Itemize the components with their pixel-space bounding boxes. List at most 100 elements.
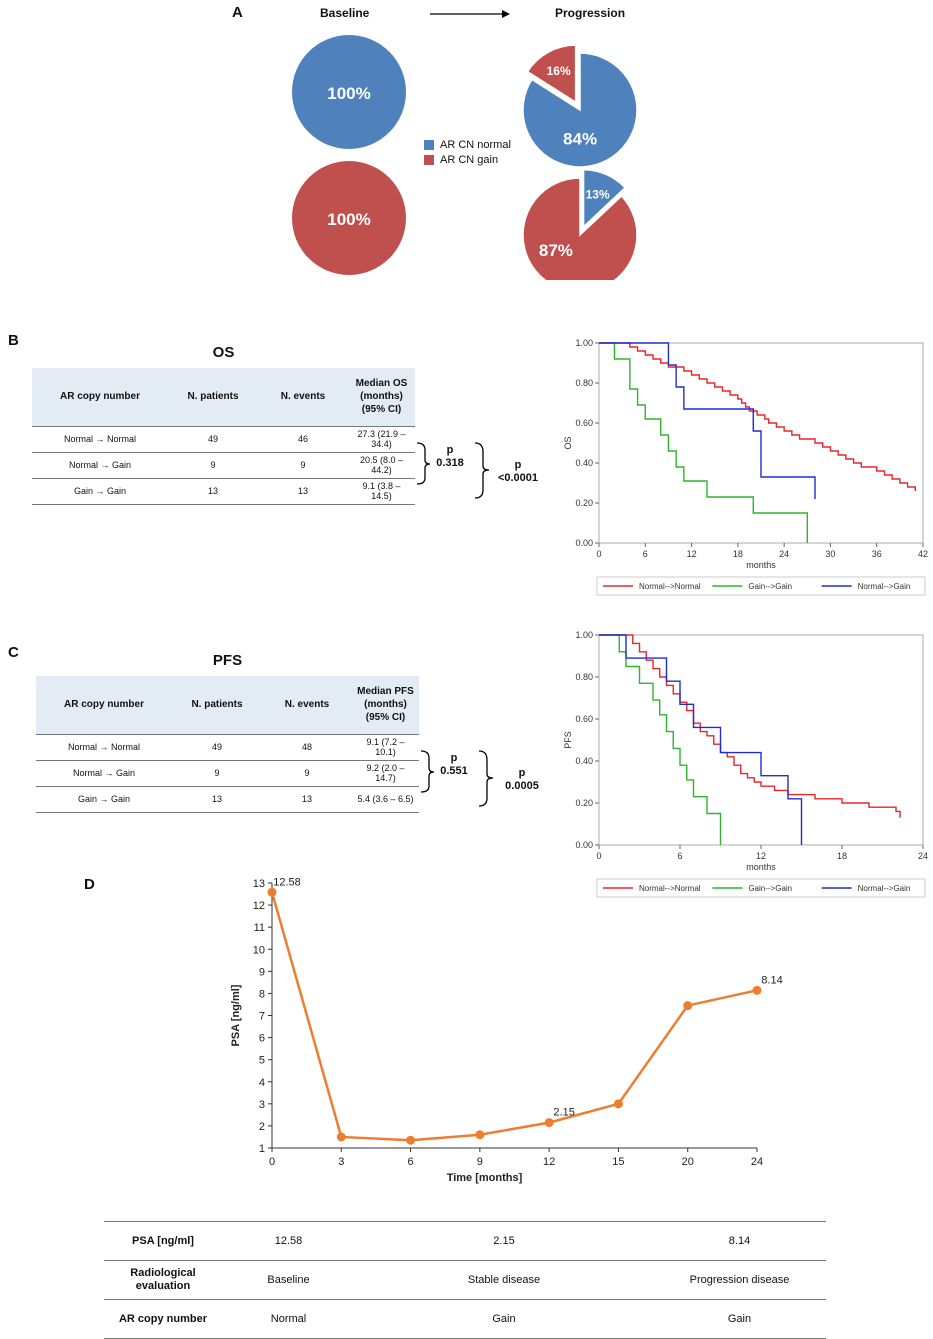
x-tick-label: 20 <box>682 1156 694 1168</box>
y-tick-label: 13 <box>253 878 265 890</box>
os-p1: p 0.318 <box>425 444 475 470</box>
x-tick-label: 6 <box>643 549 648 559</box>
pie-label: 100% <box>327 84 370 103</box>
os-col-header: N. patients <box>168 368 258 427</box>
pfs-p2-label: p <box>518 767 526 779</box>
x-tick-label: 0 <box>596 549 601 559</box>
pie-slice <box>292 161 406 275</box>
os-p2-label: p <box>514 459 522 471</box>
legend-box <box>596 576 926 596</box>
table-cell: Normal → Gain <box>36 760 172 787</box>
table-cell: 46 <box>258 426 348 453</box>
table-cell: 9.1 (7.2 – 10.1) <box>352 734 419 761</box>
table-row: Normal → Normal 49 48 9.1 (7.2 – 10.1) <box>36 734 419 761</box>
y-axis-label: PSA [ng/ml] <box>230 984 242 1046</box>
y-tick-label: 12 <box>253 900 265 912</box>
table-row: AR copy number Normal Gain Gain <box>104 1300 826 1339</box>
table-cell: 8.14 <box>728 1235 751 1247</box>
plot-frame <box>598 342 924 544</box>
legend-entry-gain: AR CN gain <box>424 152 511 167</box>
km-series-line <box>599 634 803 845</box>
legend-label: Normal-->Gain <box>858 582 911 591</box>
os-km-chart: 0.00 0.20 0.40 0.60 0.80 1.00 0 6 12 18 24 30 36 42 mo… <box>563 338 928 596</box>
x-tick-label: 18 <box>733 549 743 559</box>
pfs-col-header: AR copy number <box>36 676 172 735</box>
pie-label: 16% <box>547 64 571 78</box>
pie-label: 13% <box>586 187 610 201</box>
pfs-p1: p 0.551 <box>429 752 479 778</box>
y-tick-label: 0.20 <box>575 798 593 808</box>
legend-label-gain: AR CN gain <box>440 153 499 166</box>
table-cell: 13 <box>168 478 258 505</box>
pie-charts: 100% 16% 84% 100% 13% 87% <box>292 35 638 280</box>
pfs-col-header: N. patients <box>172 676 262 735</box>
legend-box <box>596 878 926 898</box>
legend-swatch-normal <box>424 139 434 150</box>
pfs-p1-value: 0.551 <box>440 765 468 777</box>
os-col-header: Median OS (months) (95% CI) <box>348 368 415 427</box>
os-table-title: OS <box>212 344 235 361</box>
pfs-p2-value: 0.0005 <box>505 780 539 792</box>
y-tick-label: 0.00 <box>575 840 593 850</box>
x-tick-label: 36 <box>872 549 882 559</box>
pfs-table-title: PFS <box>212 652 243 669</box>
row-header: AR copy number <box>118 1313 207 1325</box>
y-tick-label: 5 <box>259 1055 265 1067</box>
x-tick-label: 6 <box>408 1156 414 1168</box>
y-tick-label: 10 <box>253 944 265 956</box>
table-cell: Gain → Gain <box>32 478 168 505</box>
pfs-col-header: N. events <box>262 676 352 735</box>
legend-label: Normal-->Normal <box>639 884 701 893</box>
table-cell: 48 <box>262 734 352 761</box>
psa-summary-table: PSA [ng/ml] 12.58 2.15 8.14 Radiological… <box>104 1221 826 1339</box>
y-tick-label: 2 <box>259 1121 265 1133</box>
y-axis-label: PFS <box>563 731 573 749</box>
os-table: AR copy number N. patients N. events Med… <box>32 368 415 505</box>
x-tick-label: 3 <box>338 1156 344 1168</box>
panel-a-letter: A <box>232 4 243 21</box>
os-p1-label: p <box>446 444 454 456</box>
x-tick-label: 0 <box>596 851 601 861</box>
pfs-table-header: AR copy number N. patients N. events Med… <box>36 676 419 735</box>
x-tick-label: 18 <box>837 851 847 861</box>
pie-slice <box>292 35 406 149</box>
row-header: PSA [ng/ml] <box>132 1235 194 1247</box>
os-brackets <box>416 442 490 499</box>
x-tick-label: 30 <box>825 549 835 559</box>
table-cell: 9 <box>258 452 348 479</box>
pie-label: 100% <box>327 210 370 229</box>
table-cell: 20.5 (8.0 – 44.2) <box>348 452 415 479</box>
pfs-col-header: Median PFS (months) (95% CI) <box>352 676 419 735</box>
table-cell: Gain <box>492 1313 516 1325</box>
row-header: Radiological evaluation <box>130 1267 196 1292</box>
psa-point <box>267 887 277 897</box>
table-row: Gain → Gain 13 13 9.1 (3.8 – 14.5) <box>32 478 415 505</box>
table-cell: Stable disease <box>467 1274 541 1286</box>
x-tick-label: 24 <box>779 549 789 559</box>
os-p2-value: <0.0001 <box>497 472 539 484</box>
pie-slice <box>522 177 638 280</box>
km-series-line <box>599 342 808 543</box>
legend-label: Normal-->Gain <box>858 884 911 893</box>
pie-legend: AR CN normal AR CN gain <box>424 137 511 167</box>
data-label: 2.15 <box>553 1107 574 1119</box>
table-cell: Normal <box>270 1313 307 1325</box>
table-cell: 9 <box>168 452 258 479</box>
y-tick-label: 0.80 <box>575 672 593 682</box>
km-series-line <box>599 634 722 845</box>
psa-point <box>406 1135 416 1145</box>
x-tick-label: 15 <box>612 1156 624 1168</box>
y-tick-label: 0.80 <box>575 378 593 388</box>
psa-point <box>544 1118 554 1128</box>
psa-line <box>270 891 758 1142</box>
table-cell: 13 <box>262 786 352 813</box>
pfs-table: AR copy number N. patients N. events Med… <box>36 676 419 813</box>
x-tick-label: 9 <box>477 1156 483 1168</box>
table-cell: 2.15 <box>493 1235 515 1247</box>
y-tick-label: 0.60 <box>575 418 593 428</box>
km-series-line <box>599 342 916 491</box>
table-cell: 27.3 (21.9 – 34.4) <box>348 426 415 453</box>
pfs-km-chart: 0.00 0.20 0.40 0.60 0.80 1.00 0 6 12 18 24 months PF… <box>563 630 928 898</box>
x-tick-label: 42 <box>918 549 928 559</box>
y-tick-label: 6 <box>259 1033 265 1045</box>
